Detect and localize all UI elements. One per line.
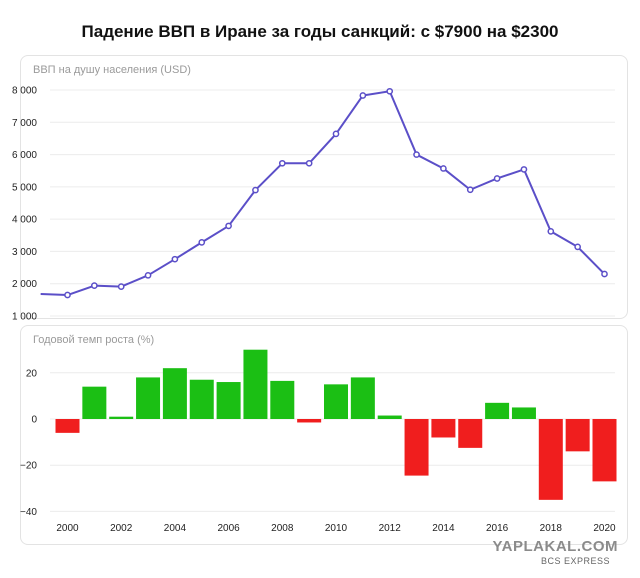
- growth-rate-panel: Годовой темп роста (%): [20, 325, 628, 545]
- gdp-point: [252, 186, 259, 194]
- growth-bar: [82, 386, 107, 419]
- growth-chart-title: Годовой темп роста (%): [33, 334, 155, 346]
- year-tick-label: 2014: [432, 523, 455, 534]
- gdp-point: [144, 271, 152, 279]
- growth-bar: [404, 419, 429, 476]
- growth-bar: [297, 419, 322, 423]
- growth-bar: [431, 419, 456, 438]
- growth-bar: [109, 416, 134, 419]
- year-tick-label: 2020: [593, 523, 616, 534]
- growth-bar: [592, 419, 617, 482]
- growth-bar: [565, 419, 590, 452]
- growth-bar: [458, 419, 483, 448]
- growth-y-tick-label: −40: [20, 507, 37, 518]
- gdp-point: [440, 165, 447, 172]
- watermark: YAPLAKAL.COM: [492, 538, 618, 555]
- growth-bar: [55, 419, 80, 433]
- gdp-point: [547, 228, 555, 235]
- growth-y-tick-label: −20: [20, 461, 37, 472]
- gdp-y-tick-label: 2 000: [12, 279, 37, 290]
- growth-bar: [136, 377, 161, 419]
- growth-y-tick-label: 0: [31, 415, 37, 426]
- gdp-point: [117, 283, 125, 290]
- gdp-point: [64, 291, 71, 299]
- gdp-point: [198, 239, 206, 246]
- growth-bar: [377, 415, 402, 419]
- year-tick-label: 2008: [271, 523, 294, 534]
- gdp-y-tick-label: 5 000: [12, 182, 37, 193]
- growth-bar: [270, 380, 295, 419]
- year-tick-label: 2000: [56, 523, 79, 534]
- gdp-y-tick-label: 8 000: [12, 86, 37, 97]
- gdp-y-tick-label: 1 000: [12, 312, 37, 323]
- year-tick-label: 2018: [540, 523, 563, 534]
- growth-bar: [243, 349, 268, 419]
- growth-bar: [485, 402, 510, 419]
- gdp-chart-title: ВВП на душу населения (USD): [33, 64, 191, 76]
- growth-bar: [189, 379, 214, 419]
- gdp-y-tick-label: 7 000: [12, 118, 37, 129]
- gdp-point: [493, 175, 501, 182]
- growth-bar: [162, 368, 187, 419]
- gdp-point: [520, 166, 528, 173]
- watermark-sub: BCS EXPRESS: [540, 556, 610, 566]
- growth-bar: [538, 419, 563, 500]
- year-tick-label: 2010: [325, 523, 348, 534]
- gdp-point: [601, 270, 608, 278]
- gdp-point: [278, 159, 286, 167]
- page-title: Падение ВВП в Иране за годы санкций: с $…: [81, 22, 559, 41]
- gdp-point: [386, 87, 394, 95]
- gdp-point: [332, 130, 340, 138]
- gdp-point: [466, 186, 474, 194]
- gdp-y-tick-label: 3 000: [12, 247, 37, 258]
- gdp-point: [359, 92, 367, 99]
- growth-bar: [350, 377, 375, 419]
- gdp-point: [574, 243, 582, 251]
- gdp-point: [225, 222, 232, 230]
- year-tick-label: 2012: [379, 523, 402, 534]
- gdp-point: [171, 255, 179, 263]
- gdp-y-tick-label: 6 000: [12, 150, 37, 161]
- year-tick-label: 2004: [164, 523, 187, 534]
- gdp-series-line: [40, 90, 606, 297]
- gdp-point: [91, 282, 98, 290]
- growth-y-tick-label: 20: [26, 368, 38, 379]
- growth-bar: [324, 384, 348, 419]
- year-tick-label: 2016: [486, 523, 509, 534]
- gdp-point: [413, 151, 420, 158]
- growth-bar: [216, 382, 241, 419]
- year-tick-label: 2002: [110, 523, 133, 534]
- year-tick-label: 2006: [217, 523, 240, 534]
- gdp-y-tick-label: 4 000: [12, 215, 37, 226]
- gdp-point: [305, 159, 313, 167]
- growth-bar: [511, 407, 536, 419]
